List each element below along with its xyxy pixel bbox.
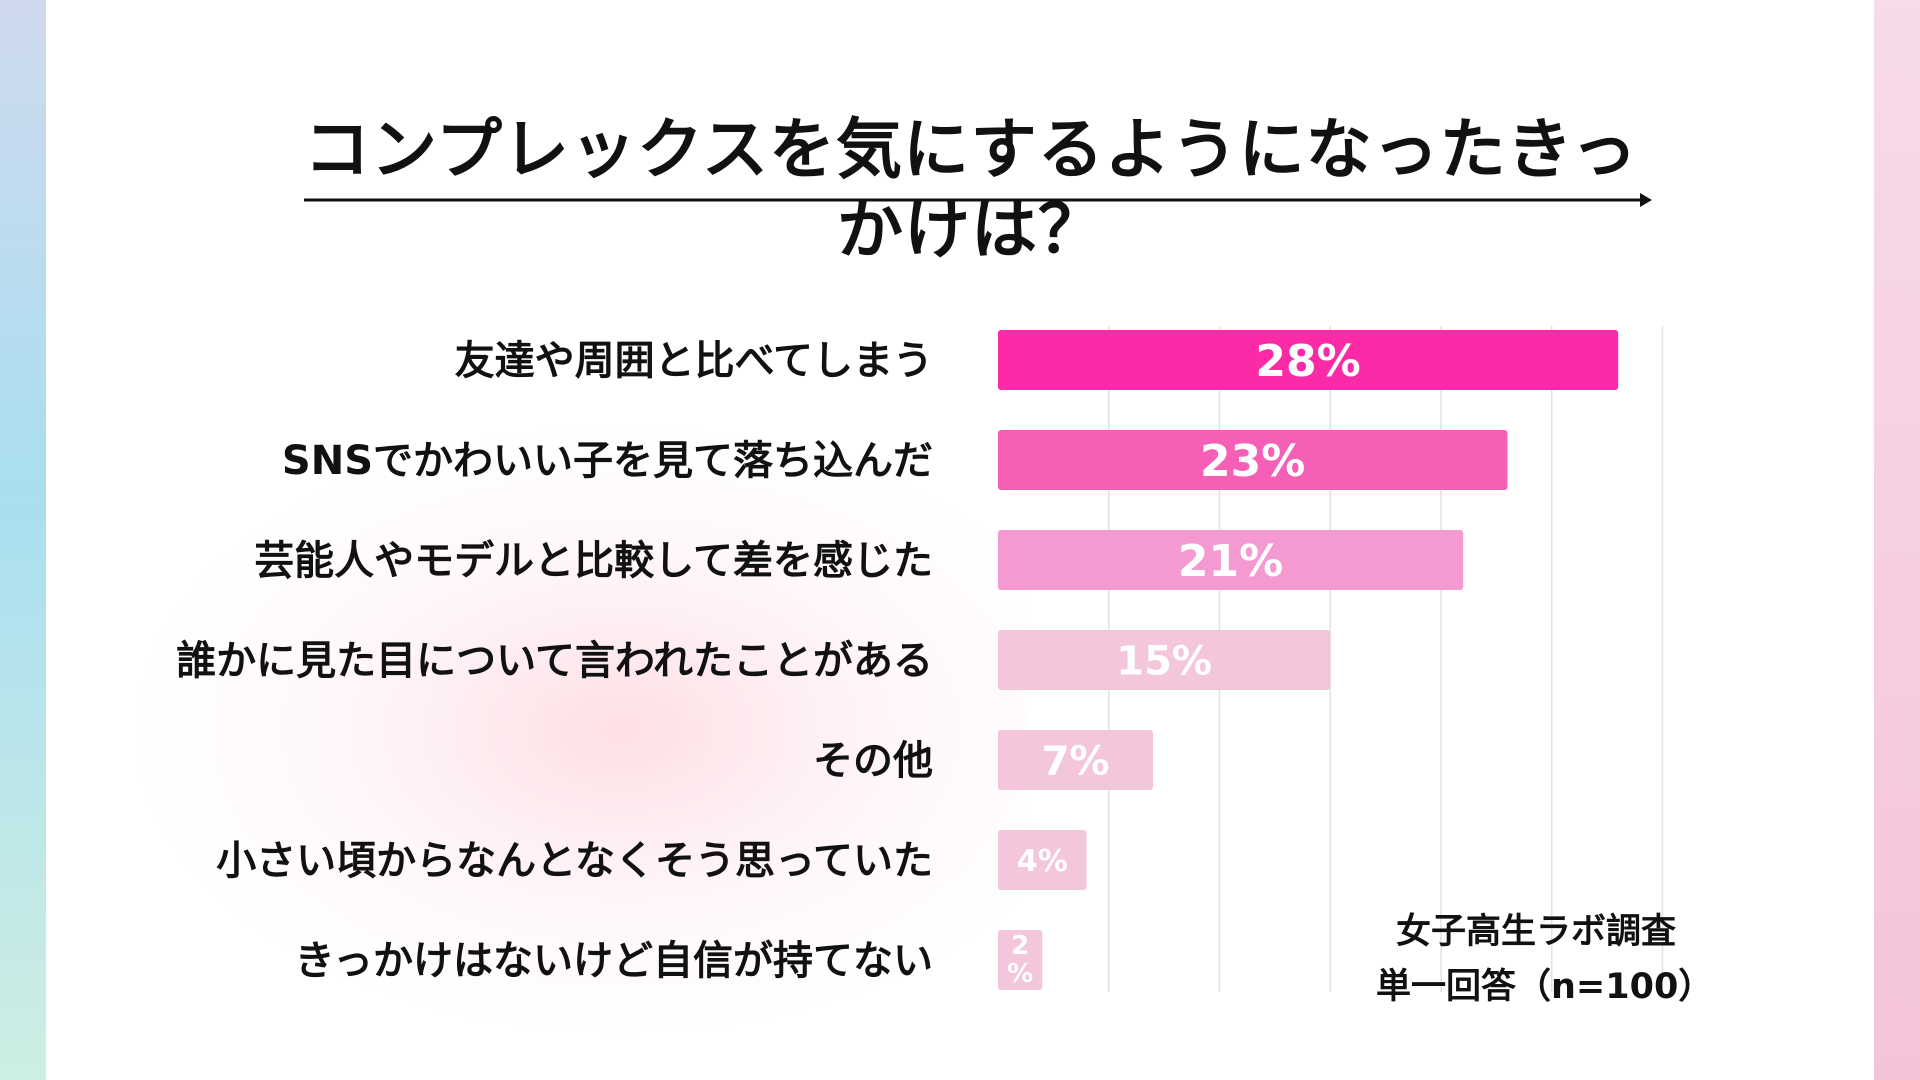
value-label: 7%: [1042, 738, 1110, 784]
bar: [998, 830, 1087, 890]
value-label: 4%: [1017, 844, 1068, 879]
chart-category-labels: 友達や周囲と比べてしまう SNSでかわいい子を見て落ち込んだ芸能人やモデルと比較し…: [176, 338, 933, 984]
title-underline-arrow: [304, 193, 1652, 207]
value-label: 28%: [1255, 336, 1360, 387]
category-label: 芸能人やモデルと比較して差を感じた: [254, 538, 933, 584]
bar: [998, 330, 1619, 390]
value-label: 23%: [1200, 436, 1305, 487]
bar-chart: 28% 23% 21% 15% 7% 4% 2% 友達や周囲と比べてしまう SNSでかわいい子…: [176, 326, 1664, 992]
chart-value-labels: 28% 23% 21% 15% 7% 4% 2%: [1007, 336, 1361, 989]
source-line-survey: 女子高生ラボ調査: [1395, 912, 1676, 952]
source-note: 女子高生ラボ調査 単一回答（n=100）: [1376, 905, 1714, 1015]
page-title: コンプレックスを気にするようになったきっかけは？: [303, 111, 1639, 268]
source-line-sample: 単一回答（n=100）: [1376, 967, 1714, 1007]
slide-panel: コンプレックスを気にするようになったきっかけは？ 28% 23% 21% 15% 7% 4…: [46, 0, 1874, 1080]
bar: [998, 930, 1043, 990]
value-label: 15%: [1116, 638, 1212, 684]
category-label: その他: [813, 738, 933, 784]
bar: [998, 730, 1154, 790]
category-label: 小さい頃からなんとなくそう思っていた: [216, 838, 933, 884]
category-label: 友達や周囲と比べてしまう: [455, 338, 933, 384]
category-label: 誰かに見た目について言われたことがある: [176, 638, 933, 684]
right-edge-strip: [1874, 0, 1920, 1080]
category-label: SNSでかわいい子を見て落ち込んだ: [282, 438, 933, 484]
bar: [998, 630, 1331, 690]
bar: [998, 430, 1508, 490]
value-label: 21%: [1178, 536, 1283, 587]
chart-bars: [998, 330, 1619, 990]
bar: [998, 530, 1464, 590]
category-label: きっかけはないけど自信が持てない: [295, 938, 933, 984]
value-label: 2%: [1007, 931, 1033, 989]
